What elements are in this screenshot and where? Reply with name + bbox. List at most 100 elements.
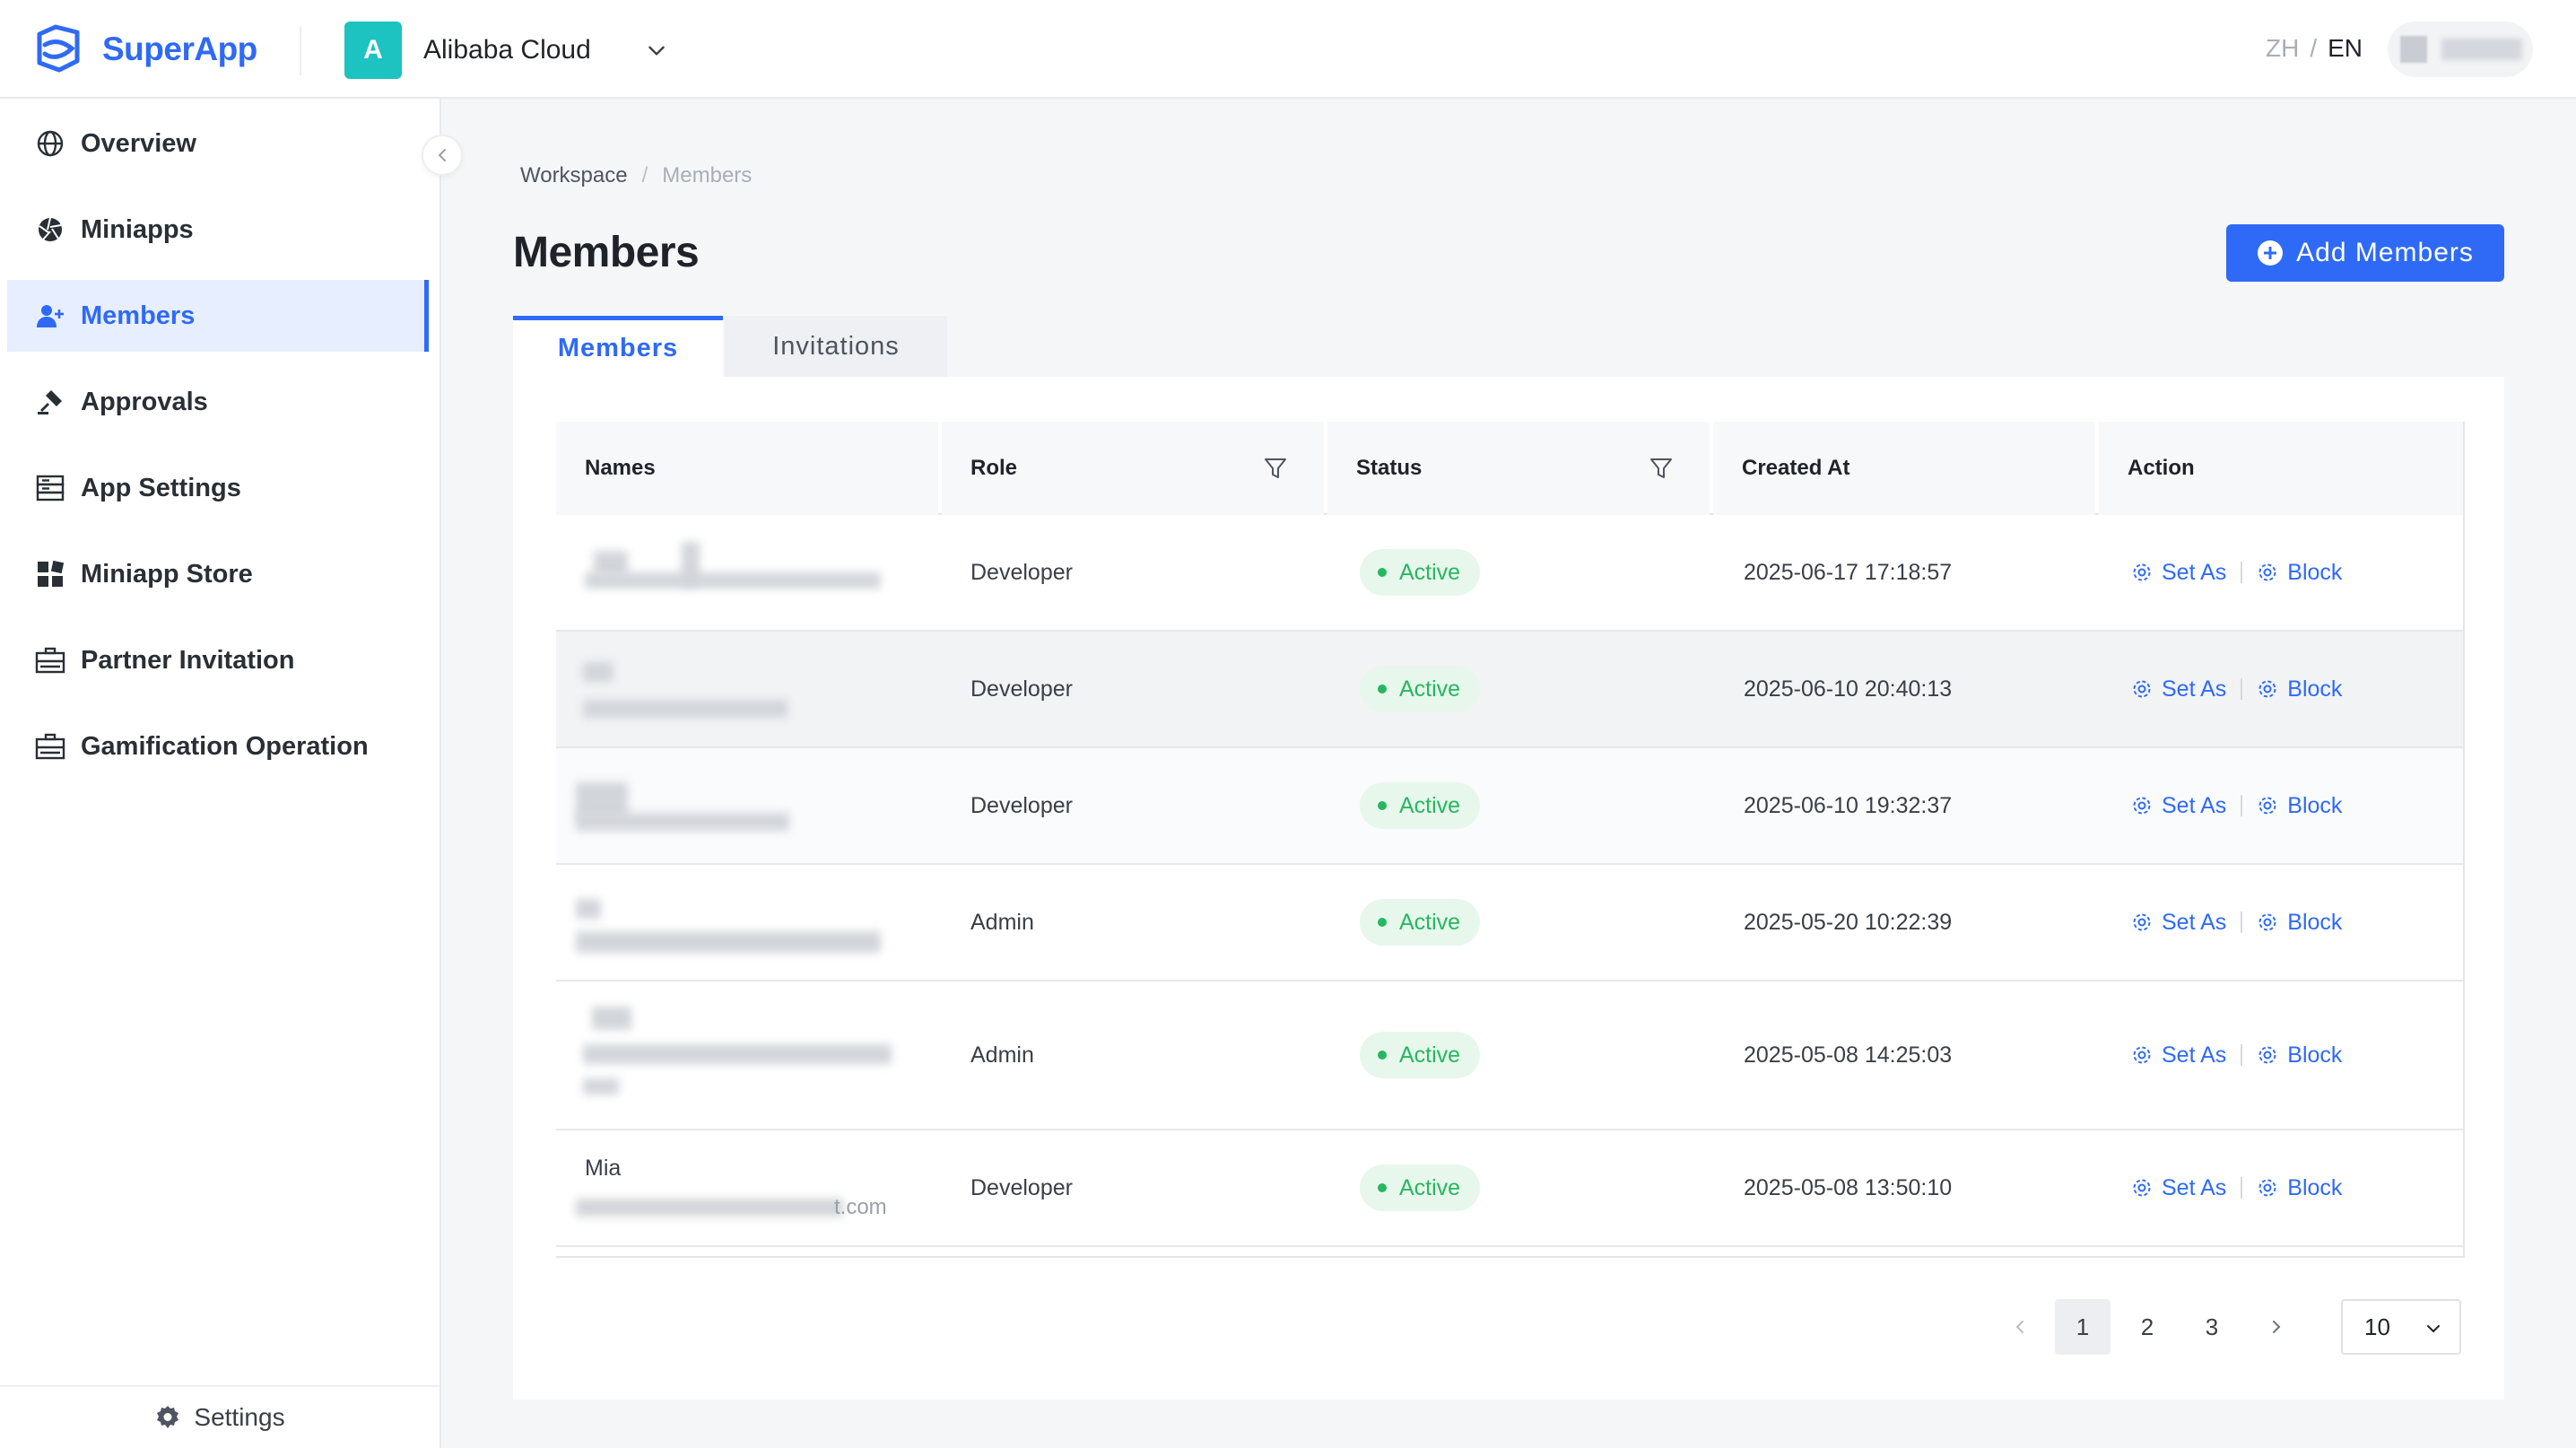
action-divider xyxy=(2241,562,2243,583)
pagination-page-3[interactable]: 3 xyxy=(2205,1313,2219,1340)
table-row[interactable]: Developer Active 2025-06-17 17:18:57 Set… xyxy=(556,515,2463,632)
user-name-redacted xyxy=(2441,39,2522,60)
pagination-page-2[interactable]: 2 xyxy=(2140,1313,2154,1340)
member-role: Developer xyxy=(970,792,1073,818)
action-cell: Set As Block xyxy=(2131,748,2342,863)
action-cell: Set As Block xyxy=(2131,865,2342,980)
created-at: 2025-05-08 14:25:03 xyxy=(1744,1042,1953,1068)
pagination-prev[interactable] xyxy=(2002,1299,2038,1355)
block-button[interactable]: Block xyxy=(2257,560,2342,586)
sidebar-item-partner-invitation[interactable]: Partner Invitation xyxy=(7,624,429,696)
filter-icon[interactable] xyxy=(1263,456,1288,481)
app-name: SuperApp xyxy=(102,31,257,67)
sidebar-item-label: Members xyxy=(81,301,196,330)
filter-icon[interactable] xyxy=(1649,456,1674,481)
action-cell: Set As Block xyxy=(2131,632,2342,746)
briefcase-icon xyxy=(34,644,66,676)
redacted-email xyxy=(583,1044,892,1064)
redacted-email xyxy=(576,931,881,953)
sidebar-item-label: Gamification Operation xyxy=(81,731,369,761)
org-switcher[interactable]: A Alibaba Cloud xyxy=(344,22,668,79)
status-badge: Active xyxy=(1360,549,1481,596)
members-card: Names Role Status Created At Action Deve… xyxy=(513,377,2504,1400)
action-divider xyxy=(2241,1044,2243,1066)
tab-members[interactable]: Members xyxy=(513,316,723,377)
sidebar-item-approvals[interactable]: Approvals xyxy=(7,366,429,438)
sidebar-settings[interactable]: Settings xyxy=(0,1385,439,1448)
page-size-select[interactable]: 10 xyxy=(2341,1299,2461,1355)
collapse-sidebar-button[interactable] xyxy=(422,135,463,176)
set-as-button[interactable]: Set As xyxy=(2131,560,2226,586)
gear-icon xyxy=(2258,913,2276,931)
block-button[interactable]: Block xyxy=(2257,793,2342,819)
action-cell: Set As Block xyxy=(2131,515,2342,630)
status-cell: Active xyxy=(1360,515,1481,630)
tab-invitations[interactable]: Invitations xyxy=(725,316,947,377)
chevron-left-icon xyxy=(2015,1321,2023,1333)
block-button[interactable]: Block xyxy=(2257,1175,2342,1201)
app-logo[interactable]: SuperApp xyxy=(32,22,257,77)
block-button[interactable]: Block xyxy=(2257,676,2342,702)
status-badge: Active xyxy=(1360,666,1481,712)
block-label: Block xyxy=(2287,676,2343,702)
gear-icon xyxy=(2133,1046,2151,1064)
add-members-button[interactable]: Add Members xyxy=(2226,224,2504,282)
chevron-down-icon xyxy=(2427,1325,2440,1333)
chevron-down-icon xyxy=(648,46,665,56)
set-as-button[interactable]: Set As xyxy=(2131,676,2226,702)
table-row[interactable]: Developer Active 2025-06-10 19:32:37 Set… xyxy=(556,748,2463,865)
sidebar-item-overview[interactable]: Overview xyxy=(7,108,429,179)
sidebar-item-members[interactable]: Members xyxy=(7,280,429,352)
status-label: Active xyxy=(1399,1174,1461,1200)
redacted-email xyxy=(583,1078,619,1095)
pagination-page-1[interactable]: 1 xyxy=(2055,1299,2110,1355)
lang-en[interactable]: EN xyxy=(2328,34,2363,62)
breadcrumb: Workspace / Members xyxy=(520,163,752,188)
set-as-label: Set As xyxy=(2162,792,2227,818)
gear-icon xyxy=(2258,680,2276,698)
block-label: Block xyxy=(2287,1174,2343,1200)
table-row[interactable]: Admin Active 2025-05-08 14:25:03 Set As … xyxy=(556,981,2463,1130)
redacted-email xyxy=(583,700,788,718)
gear-icon xyxy=(2133,563,2151,581)
set-as-button[interactable]: Set As xyxy=(2131,910,2226,936)
server-icon xyxy=(34,472,66,504)
action-cell: Set As Block xyxy=(2131,1130,2342,1245)
gear-icon xyxy=(2258,797,2276,815)
set-as-button[interactable]: Set As xyxy=(2131,1042,2226,1069)
sidebar-item-miniapps[interactable]: Miniapps xyxy=(7,194,429,266)
sidebar-item-gamification-operation[interactable]: Gamification Operation xyxy=(7,711,429,782)
status-cell: Active xyxy=(1360,748,1481,863)
user-menu[interactable] xyxy=(2388,22,2533,77)
lang-separator: / xyxy=(2310,34,2318,62)
lang-zh[interactable]: ZH xyxy=(2266,34,2300,62)
set-as-label: Set As xyxy=(2162,909,2227,935)
sidebar-settings-label: Settings xyxy=(194,1403,285,1431)
sidebar-item-miniapp-store[interactable]: Miniapp Store xyxy=(7,538,429,610)
members-table: Names Role Status Created At Action Deve… xyxy=(556,422,2465,1258)
block-button[interactable]: Block xyxy=(2257,910,2342,936)
member-role: Developer xyxy=(970,559,1073,585)
set-as-button[interactable]: Set As xyxy=(2131,793,2226,819)
block-label: Block xyxy=(2287,792,2343,818)
status-dot xyxy=(1378,1183,1387,1192)
table-row[interactable]: Developer Active 2025-06-10 20:40:13 Set… xyxy=(556,632,2463,748)
table-row[interactable]: Mia t.com Developer Active 2025-05-08 13… xyxy=(556,1130,2463,1247)
gear-icon xyxy=(2258,563,2276,581)
sidebar-item-app-settings[interactable]: App Settings xyxy=(7,452,429,524)
column-header-names: Names xyxy=(556,422,938,515)
status-cell: Active xyxy=(1360,1130,1481,1245)
breadcrumb-current: Members xyxy=(662,163,753,188)
set-as-button[interactable]: Set As xyxy=(2131,1175,2226,1201)
breadcrumb-workspace[interactable]: Workspace xyxy=(520,163,628,188)
sidebar-item-label: App Settings xyxy=(81,473,241,502)
status-label: Active xyxy=(1399,792,1461,818)
block-button[interactable]: Block xyxy=(2257,1042,2342,1069)
table-row[interactable]: Admin Active 2025-05-20 10:22:39 Set As … xyxy=(556,865,2463,981)
gear-icon xyxy=(2133,913,2151,931)
gear-icon xyxy=(2133,797,2151,815)
pagination-next[interactable] xyxy=(2258,1299,2294,1355)
created-at: 2025-06-17 17:18:57 xyxy=(1744,559,1953,585)
status-label: Active xyxy=(1399,559,1461,585)
sidebar-item-label: Miniapps xyxy=(81,214,194,244)
